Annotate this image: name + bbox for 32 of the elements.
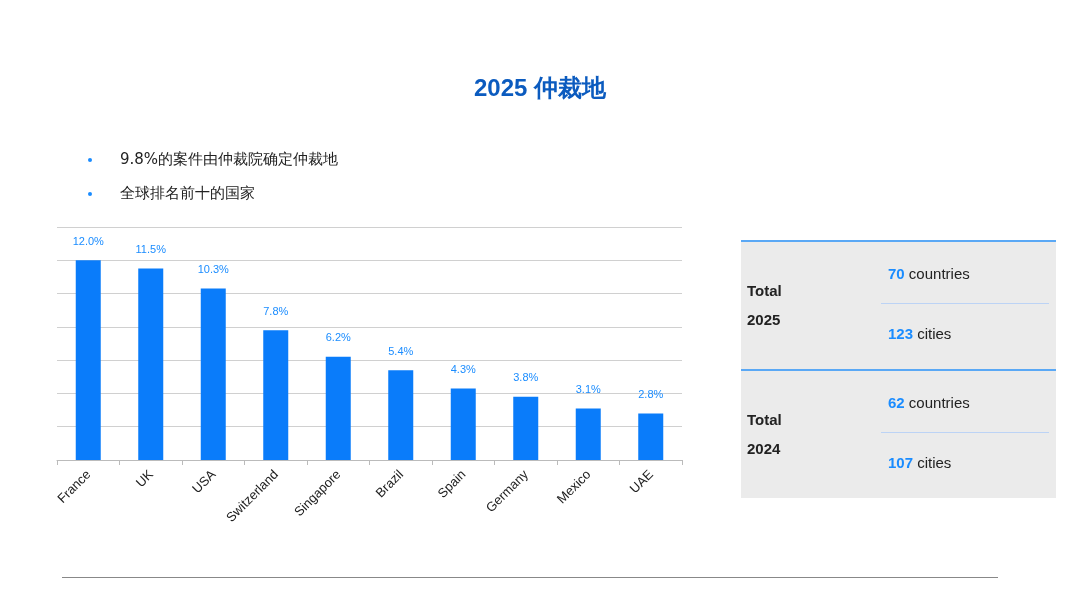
bar bbox=[263, 330, 289, 460]
bar bbox=[325, 356, 351, 460]
bar bbox=[138, 268, 164, 460]
x-tick-label: USA bbox=[189, 466, 219, 497]
x-tick-label: UAE bbox=[626, 466, 657, 497]
text: Total 2025 bbox=[747, 281, 783, 330]
bar bbox=[450, 388, 476, 460]
data-label: 3.8% bbox=[513, 371, 539, 384]
bar bbox=[75, 260, 101, 460]
data-label: 11.5% bbox=[135, 243, 167, 256]
text: 70 countries bbox=[888, 265, 970, 282]
data-label: 2.8% bbox=[638, 387, 664, 400]
bar bbox=[513, 396, 539, 460]
data-label: 4.3% bbox=[450, 362, 476, 375]
text: 107 cities bbox=[888, 454, 952, 471]
text: 9.8%的案件由仲裁院确定仲裁地 bbox=[120, 150, 339, 170]
data-label: 7.8% bbox=[263, 304, 289, 317]
bar bbox=[638, 413, 664, 460]
text: Total 2024 bbox=[747, 410, 783, 459]
x-tick-label: UK bbox=[132, 466, 157, 491]
data-label: 6.2% bbox=[325, 331, 351, 344]
data-label: 10.3% bbox=[197, 263, 230, 276]
bar bbox=[200, 288, 226, 460]
text: 123 cities bbox=[888, 325, 952, 342]
text: 全球排名前十的国家 bbox=[120, 184, 255, 204]
data-label: 3.1% bbox=[575, 382, 601, 395]
data-label: 5.4% bbox=[388, 344, 414, 357]
data-label: 12.0% bbox=[72, 234, 105, 247]
text: 62 countries bbox=[888, 394, 970, 411]
bar bbox=[388, 370, 414, 460]
chart-title: 2025 仲裁地 bbox=[472, 73, 608, 103]
bar bbox=[575, 408, 601, 460]
